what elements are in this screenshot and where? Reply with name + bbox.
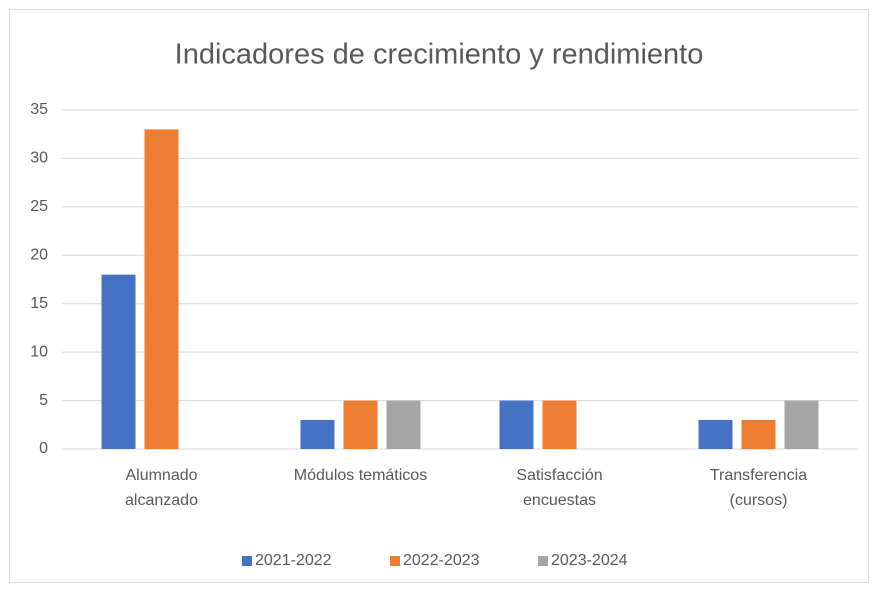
y-tick-label: 15 [30,295,48,312]
x-tick-label: Alumnado alcanzado [125,467,198,509]
legend-label: 2021-2022 [255,552,332,569]
x-tick-label-line: Transferencia [710,467,807,484]
y-tick-label: 10 [30,343,48,360]
bar [698,419,733,449]
bar [386,400,421,449]
y-tick-label: 30 [30,150,48,167]
bar [300,419,335,449]
bar [499,400,534,449]
legend-swatch [242,556,252,566]
x-tick-label-line: Alumnado [125,467,197,484]
x-tick-label-line: encuestas [523,492,596,509]
legend-swatch [390,556,400,566]
bar [741,419,776,449]
bar [542,400,577,449]
bar [343,400,378,449]
x-tick-label: Transferencia (cursos) [710,467,807,509]
y-tick-label: 25 [30,198,48,215]
legend-label: 2022-2023 [403,552,480,569]
y-tick-label: 5 [39,392,48,409]
y-tick-label: 35 [30,101,48,118]
x-tick-label-line: alcanzado [125,492,198,509]
bar [101,274,136,449]
legend-swatch [538,556,548,566]
x-tick-label-line: Módulos temáticos [294,467,427,484]
bar [784,400,819,449]
legend-label: 2023-2024 [551,552,628,569]
x-tick-label-line: Satisfacción [516,467,602,484]
bar [144,129,179,449]
x-tick-label: Módulos temáticos [294,467,427,484]
x-tick-label: Satisfacción encuestas [516,467,602,509]
y-tick-label: 20 [30,247,48,264]
y-tick-label: 0 [39,440,48,457]
chart-title: Indicadores de crecimiento y rendimiento [175,39,704,71]
x-tick-label-line: (cursos) [730,492,788,509]
